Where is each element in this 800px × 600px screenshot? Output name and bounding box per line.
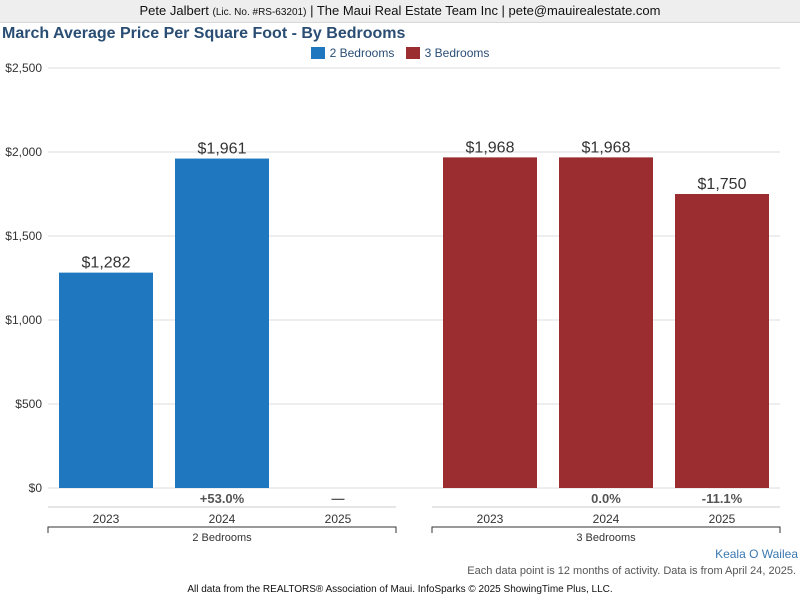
agent-banner: Pete Jalbert (Lic. No. #RS-63201) | The … [0, 0, 800, 23]
legend-swatch-3-bedrooms [405, 47, 420, 59]
y-tick-label: $2,500 [5, 61, 42, 75]
bar-value-label: $1,961 [198, 141, 247, 158]
bar-value-label: $1,968 [466, 139, 515, 156]
agent-name: Pete Jalbert [139, 3, 209, 18]
bar-value-label: $1,968 [582, 139, 631, 156]
change-label: +53.0% [200, 491, 245, 506]
legend-item-3-bedrooms[interactable]: 3 Bedrooms [405, 46, 490, 60]
y-tick-label: $0 [29, 481, 43, 495]
bar [443, 157, 537, 488]
x-tick-label: 2024 [209, 512, 236, 526]
chart-title: March Average Price Per Square Foot - By… [2, 25, 406, 42]
y-tick-label: $1,000 [5, 313, 42, 327]
license-number: (Lic. No. #RS-63201) [212, 7, 307, 18]
data-source: All data from the REALTORS® Association … [187, 584, 613, 595]
group-bracket [431, 526, 781, 533]
bar [559, 157, 653, 488]
group-bracket [47, 526, 397, 533]
chart-legend: 2 Bedrooms 3 Bedrooms [0, 46, 800, 62]
group-label: 2 Bedrooms [192, 532, 252, 544]
y-tick-label: $1,500 [5, 229, 42, 243]
change-label: 0.0% [591, 491, 621, 506]
x-tick-label: 2023 [477, 512, 504, 526]
bar [675, 194, 769, 488]
agent-contact: | The Maui Real Estate Team Inc | pete@m… [310, 3, 661, 18]
bar [175, 158, 269, 488]
legend-label-3-bedrooms: 3 Bedrooms [424, 46, 490, 60]
legend-item-2-bedrooms[interactable]: 2 Bedrooms [310, 46, 395, 60]
change-label: -11.1% [702, 491, 743, 506]
data-note: Each data point is 12 months of activity… [467, 565, 796, 577]
group-label: 3 Bedrooms [576, 532, 636, 544]
bar-value-label: $1,750 [698, 176, 747, 193]
bar-value-label: $1,282 [82, 255, 131, 272]
region-label: Keala O Wailea [715, 547, 798, 561]
x-tick-label: 2025 [325, 512, 352, 526]
y-tick-label: $2,000 [5, 145, 42, 159]
x-tick-label: 2025 [709, 512, 736, 526]
y-tick-label: $500 [15, 397, 42, 411]
change-label: — [332, 491, 345, 506]
x-tick-label: 2023 [93, 512, 120, 526]
legend-swatch-2-bedrooms [310, 47, 325, 59]
x-tick-label: 2024 [593, 512, 620, 526]
bar [59, 272, 153, 488]
legend-label-2-bedrooms: 2 Bedrooms [329, 46, 395, 60]
